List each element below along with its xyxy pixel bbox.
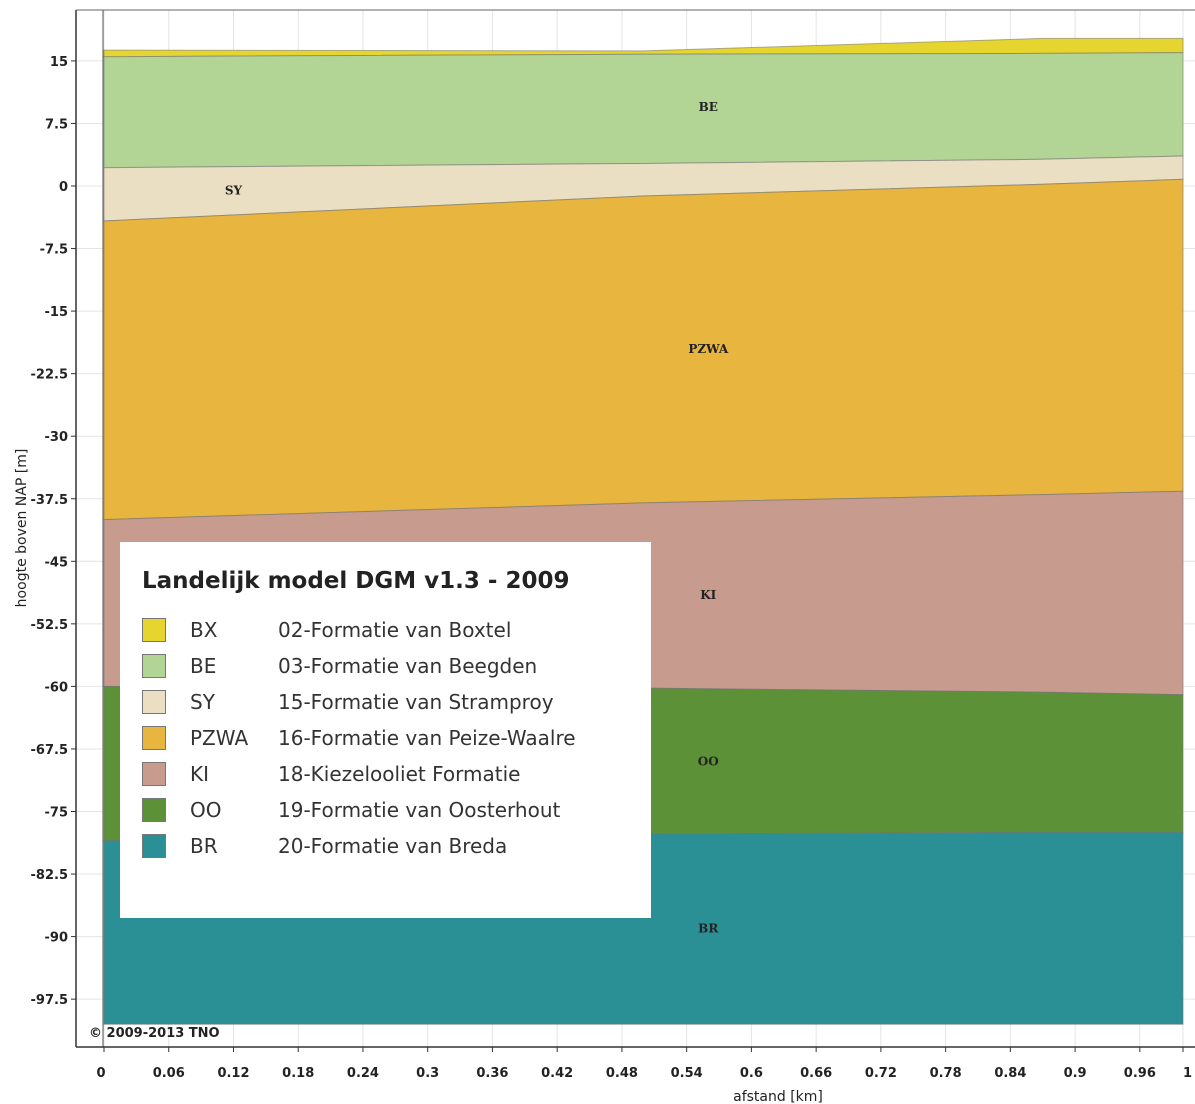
legend-item-bx: BX 02-Formatie van Boxtel xyxy=(142,615,511,645)
legend-label-be: 03-Formatie van Beegden xyxy=(278,654,538,678)
x-tick-label: 0.42 xyxy=(541,1066,573,1081)
legend-swatch-bx xyxy=(142,618,166,642)
x-tick-label: 0.06 xyxy=(153,1066,185,1081)
y-tick-label: -82.5 xyxy=(31,868,68,883)
legend-item-be: BE 03-Formatie van Beegden xyxy=(142,651,537,681)
legend: Landelijk model DGM v1.3 - 2009 BX 02-Fo… xyxy=(120,542,651,918)
y-tick-label: -45 xyxy=(45,555,69,570)
legend-label-bx: 02-Formatie van Boxtel xyxy=(278,618,512,642)
layer-be xyxy=(103,52,1184,169)
axes xyxy=(75,9,1195,1048)
y-tick-label: 0 xyxy=(59,180,68,195)
legend-swatch-oo xyxy=(142,798,166,822)
y-tick-label: 7.5 xyxy=(45,117,68,132)
formation-labels: BE SY PZWA KI OO BR xyxy=(225,100,729,935)
legend-code-bx: BX xyxy=(190,618,218,642)
x-tick-label: 0.48 xyxy=(606,1066,638,1081)
copyright-notice: © 2009-2013 TNO xyxy=(89,1026,220,1041)
legend-label-pzwa: 16-Formatie van Peize-Waalre xyxy=(278,726,576,750)
legend-item-ki: KI 18-Kiezelooliet Formatie xyxy=(142,759,520,789)
layer-label-oo: OO xyxy=(698,755,719,769)
y-tick-label: -7.5 xyxy=(40,243,68,258)
legend-code-ki: KI xyxy=(190,762,210,786)
legend-title: Landelijk model DGM v1.3 - 2009 xyxy=(142,568,570,594)
legend-code-be: BE xyxy=(190,654,217,678)
legend-item-br: BR 20-Formatie van Breda xyxy=(142,831,507,861)
legend-label-oo: 19-Formatie van Oosterhout xyxy=(278,798,561,822)
x-tick-label: 0.18 xyxy=(282,1066,314,1081)
y-tick-label: -30 xyxy=(45,430,69,445)
legend-item-oo: OO 19-Formatie van Oosterhout xyxy=(142,795,560,825)
y-tick-label: -22.5 xyxy=(31,368,68,383)
legend-item-sy: SY 15-Formatie van Stramproy xyxy=(142,687,554,717)
y-tick-label: 15 xyxy=(50,55,68,70)
y-tick-label: -90 xyxy=(45,931,69,946)
x-tick-label: 0.78 xyxy=(930,1066,962,1081)
legend-label-ki: 18-Kiezelooliet Formatie xyxy=(278,762,521,786)
layer-pzwa xyxy=(103,178,1184,521)
x-tick-label: 0.24 xyxy=(347,1066,379,1081)
y-tick-label: -75 xyxy=(45,806,69,821)
legend-code-oo: OO xyxy=(190,798,222,822)
x-tick-label: 0.36 xyxy=(476,1066,508,1081)
layer-label-sy: SY xyxy=(225,183,243,197)
layer-label-br: BR xyxy=(698,921,719,935)
y-tick-label: -67.5 xyxy=(31,743,68,758)
y-axis-title: hoogte boven NAP [m] xyxy=(14,449,30,608)
x-tick-label: 0.96 xyxy=(1124,1066,1156,1081)
y-tick-label: -97.5 xyxy=(31,993,68,1008)
legend-code-br: BR xyxy=(190,834,218,858)
x-axis-ticks: 0 0.06 0.12 0.18 0.24 0.3 0.36 0.42 0.48 0.54 0.6 0… xyxy=(96,1047,1192,1081)
x-tick-label: 0.6 xyxy=(740,1066,763,1081)
legend-label-br: 20-Formatie van Breda xyxy=(278,834,508,858)
legend-swatch-ki xyxy=(142,762,166,786)
y-tick-label: -15 xyxy=(45,305,69,320)
x-tick-label: 0.3 xyxy=(416,1066,439,1081)
legend-swatch-sy xyxy=(142,690,166,714)
legend-item-pzwa: PZWA 16-Formatie van Peize-Waalre xyxy=(142,723,576,753)
layer-label-ki: KI xyxy=(700,588,716,602)
legend-label-sy: 15-Formatie van Stramproy xyxy=(278,690,554,714)
y-tick-label: -52.5 xyxy=(31,618,68,633)
x-axis-title: afstand [km] xyxy=(733,1089,823,1104)
x-tick-label: 1 xyxy=(1183,1066,1192,1081)
x-tick-label: 0.84 xyxy=(994,1066,1026,1081)
x-tick-label: 0.12 xyxy=(217,1066,249,1081)
x-tick-label: 0.9 xyxy=(1064,1066,1087,1081)
x-tick-label: 0.66 xyxy=(800,1066,832,1081)
layer-label-be: BE xyxy=(699,100,718,114)
legend-swatch-br xyxy=(142,834,166,858)
y-axis-ticks: 15 7.5 0 -7.5 -15 -22.5 -30 -37.5 -45 -52.5 -60 -67… xyxy=(31,55,76,1008)
legend-swatch-be xyxy=(142,654,166,678)
y-tick-label: -60 xyxy=(45,680,69,695)
x-tick-label: 0.72 xyxy=(865,1066,897,1081)
x-tick-label: 0 xyxy=(96,1066,105,1081)
legend-code-pzwa: PZWA xyxy=(190,726,249,750)
x-tick-label: 0.54 xyxy=(671,1066,703,1081)
layer-label-pzwa: PZWA xyxy=(688,342,728,356)
legend-code-sy: SY xyxy=(190,690,215,714)
y-tick-label: -37.5 xyxy=(31,493,68,508)
legend-swatch-pzwa xyxy=(142,726,166,750)
